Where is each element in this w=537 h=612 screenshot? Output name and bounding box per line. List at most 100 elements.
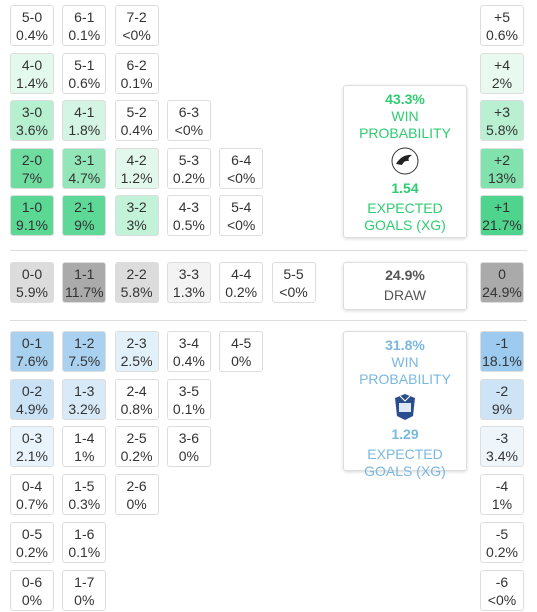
- score: 2-6: [126, 478, 147, 495]
- score-cell: 1-5 0.3%: [62, 474, 107, 516]
- probability: 2.1%: [16, 448, 48, 465]
- score: 2-5: [126, 430, 147, 447]
- score: -6: [495, 573, 509, 590]
- probability: 0.3%: [68, 496, 101, 513]
- score: 7-2: [126, 9, 147, 25]
- score: 5-0: [21, 9, 43, 25]
- score: 2-0: [21, 151, 43, 168]
- score: 4-5: [231, 335, 252, 351]
- score: 1-4: [74, 430, 95, 447]
- score-cell: 3-0 3.6%: [10, 100, 54, 142]
- score-cell: 5-2 0.4%: [114, 100, 159, 142]
- probability: 1.8%: [68, 122, 101, 139]
- score: +3: [494, 104, 510, 121]
- score: -2: [495, 382, 509, 399]
- score: 0-2: [21, 382, 43, 399]
- score: 1-2: [74, 335, 95, 351]
- score: 0-3: [21, 430, 43, 447]
- score-cell: +4 2%: [480, 52, 524, 94]
- probability: 0.6%: [486, 27, 518, 43]
- probability: 7%: [21, 169, 43, 186]
- score-cell: 5-0 0.4%: [10, 5, 54, 46]
- score-cell: 2-0 7%: [10, 147, 54, 189]
- score-cell: 0-6 0%: [10, 569, 54, 611]
- score-cell: 2-3 2.5%: [114, 331, 159, 372]
- score: 4-1: [74, 104, 95, 121]
- score-cell: 1-1 11.7%: [62, 262, 107, 303]
- score-cell: 4-0 1.4%: [10, 52, 54, 94]
- score: 3-2: [126, 199, 147, 216]
- score: 3-4: [178, 335, 199, 351]
- score-cell: 3-6 0%: [166, 426, 211, 468]
- score: +1: [494, 199, 510, 216]
- score: 4-2: [126, 151, 147, 168]
- score-cell: 5-4 <0%: [219, 195, 264, 237]
- score-cell: 0-4 0.7%: [10, 474, 54, 516]
- probability: 3%: [126, 217, 147, 234]
- score-cell: 1-3 3.2%: [62, 378, 107, 420]
- score: 6-1: [74, 9, 95, 25]
- logo-box: [344, 142, 466, 180]
- score-cell: 6-1 0.1%: [62, 5, 107, 46]
- score-cell: 5-1 0.6%: [62, 52, 107, 94]
- probability: 2%: [491, 74, 513, 91]
- score-cell: -3 3.4%: [480, 426, 524, 468]
- score-cell: 2-2 5.8%: [114, 262, 159, 303]
- probability: 0.2%: [120, 448, 153, 465]
- score-cell: -2 9%: [480, 378, 524, 420]
- score-cell: 0-3 2.1%: [10, 426, 54, 468]
- probability-panel: 31.8% WIN PROBABILITY 1.29 EXPECTED GOALS (…: [343, 331, 467, 479]
- probability: 24.9%: [482, 284, 522, 300]
- probability: 0.2%: [172, 169, 205, 186]
- score: 5-1: [74, 56, 95, 73]
- score-cell: 0 24.9%: [480, 262, 524, 303]
- score-cell: 1-4 1%: [62, 426, 107, 468]
- score-cell: 0-2 4.9%: [10, 378, 54, 420]
- win-probability: 31.8%: [385, 337, 425, 353]
- expected-goals: 1.29: [391, 426, 419, 442]
- score-cell: +1 21.7%: [480, 195, 524, 237]
- expected-goals-label: EXPECTED GOALS (XG): [364, 446, 446, 479]
- score: 5-5: [283, 266, 304, 282]
- probability: 0.1%: [68, 27, 101, 43]
- score-cell: 5-5 <0%: [271, 262, 316, 303]
- score: 0-1: [21, 335, 43, 351]
- score-cell: 4-4 0.2%: [219, 262, 264, 303]
- score-cell: 5-3 0.2%: [166, 147, 211, 189]
- probability: 18.1%: [482, 353, 522, 369]
- probability: <0%: [279, 284, 308, 300]
- probability: 9%: [74, 217, 95, 234]
- score-cell: 7-2 <0%: [114, 5, 159, 46]
- probability: 0%: [126, 496, 147, 513]
- probability: <0%: [226, 217, 256, 234]
- probability: 9.1%: [16, 217, 48, 234]
- probability: 0.1%: [172, 400, 205, 417]
- probability: 1.4%: [16, 74, 48, 91]
- probability: 5.9%: [16, 284, 48, 300]
- probability: 5.8%: [120, 284, 153, 300]
- probability: 1.3%: [172, 284, 205, 300]
- score: +5: [494, 9, 510, 25]
- score-cell: -4 1%: [480, 474, 524, 516]
- probability: 3.2%: [68, 400, 101, 417]
- score: 4-0: [21, 56, 43, 73]
- probability: 1.2%: [120, 169, 153, 186]
- probability: 4.9%: [16, 400, 48, 417]
- score: +2: [494, 151, 510, 168]
- score-cell: 3-4 0.4%: [166, 331, 211, 372]
- score-cell: 1-2 7.5%: [62, 331, 107, 372]
- score-cell: 4-1 1.8%: [62, 100, 107, 142]
- score: 6-2: [126, 56, 147, 73]
- score-cell: 0-0 5.9%: [10, 262, 54, 303]
- win-probability: 43.3%: [385, 91, 425, 107]
- score: 2-1: [74, 199, 95, 216]
- score-cell: +2 13%: [480, 147, 524, 189]
- win-probability: 24.9%: [385, 267, 425, 283]
- score-cell: 1-0 9.1%: [10, 195, 54, 237]
- probability: 0.6%: [68, 74, 101, 91]
- score: 3-0: [21, 104, 43, 121]
- score: -3: [495, 430, 509, 447]
- probability-label: DRAW: [383, 287, 427, 303]
- probability: 0%: [74, 591, 95, 608]
- probability: 0.1%: [120, 74, 153, 91]
